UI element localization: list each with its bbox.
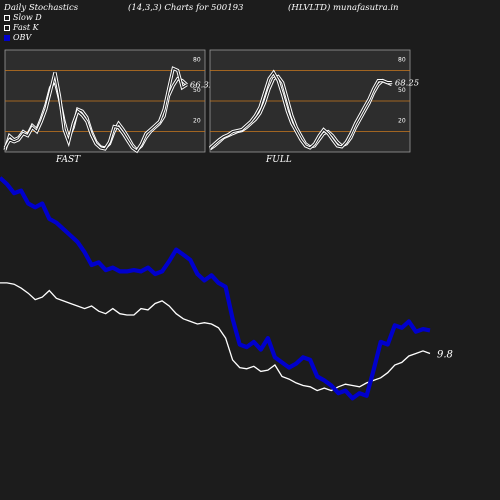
last-value-label-fast: 66.32 bbox=[190, 81, 214, 91]
tick-label-50-full: 50 bbox=[398, 87, 406, 94]
legend: Slow D Fast K OBV bbox=[4, 13, 42, 43]
legend-swatch-slow-d bbox=[4, 15, 10, 21]
tick-label-50-fast: 50 bbox=[193, 87, 201, 94]
header-params: (14,3,3) Charts for 500193 bbox=[128, 3, 244, 13]
panel-title-fast: FAST bbox=[55, 155, 81, 165]
tick-label-20-full: 20 bbox=[398, 118, 406, 125]
legend-swatch-obv bbox=[4, 35, 10, 41]
stoch-line-1-full bbox=[209, 71, 392, 149]
legend-label-slow-d: Slow D bbox=[13, 13, 42, 22]
legend-item-obv: OBV bbox=[4, 33, 42, 43]
price-line bbox=[0, 282, 431, 392]
tick-label-80-full: 80 bbox=[398, 56, 406, 63]
header-symbol: (HLVLTD) munafasutra.in bbox=[288, 3, 399, 13]
legend-label-obv: OBV bbox=[13, 33, 32, 42]
tick-label-20-fast: 20 bbox=[193, 118, 201, 125]
panel-title-full: FULL bbox=[265, 155, 292, 165]
legend-label-fast-k: Fast K bbox=[13, 23, 39, 32]
obv-line bbox=[0, 176, 431, 401]
price-last-value-label: 9.8 bbox=[437, 349, 453, 360]
tick-label-80-fast: 80 bbox=[193, 56, 201, 63]
legend-item-fast-k: Fast K bbox=[4, 23, 42, 33]
stoch-line-1-fast bbox=[4, 67, 188, 152]
last-value-label-full: 68.25 bbox=[395, 79, 419, 89]
legend-item-slow-d: Slow D bbox=[4, 13, 42, 23]
legend-swatch-fast-k bbox=[4, 25, 10, 31]
header-title: Daily Stochastics bbox=[4, 3, 79, 13]
